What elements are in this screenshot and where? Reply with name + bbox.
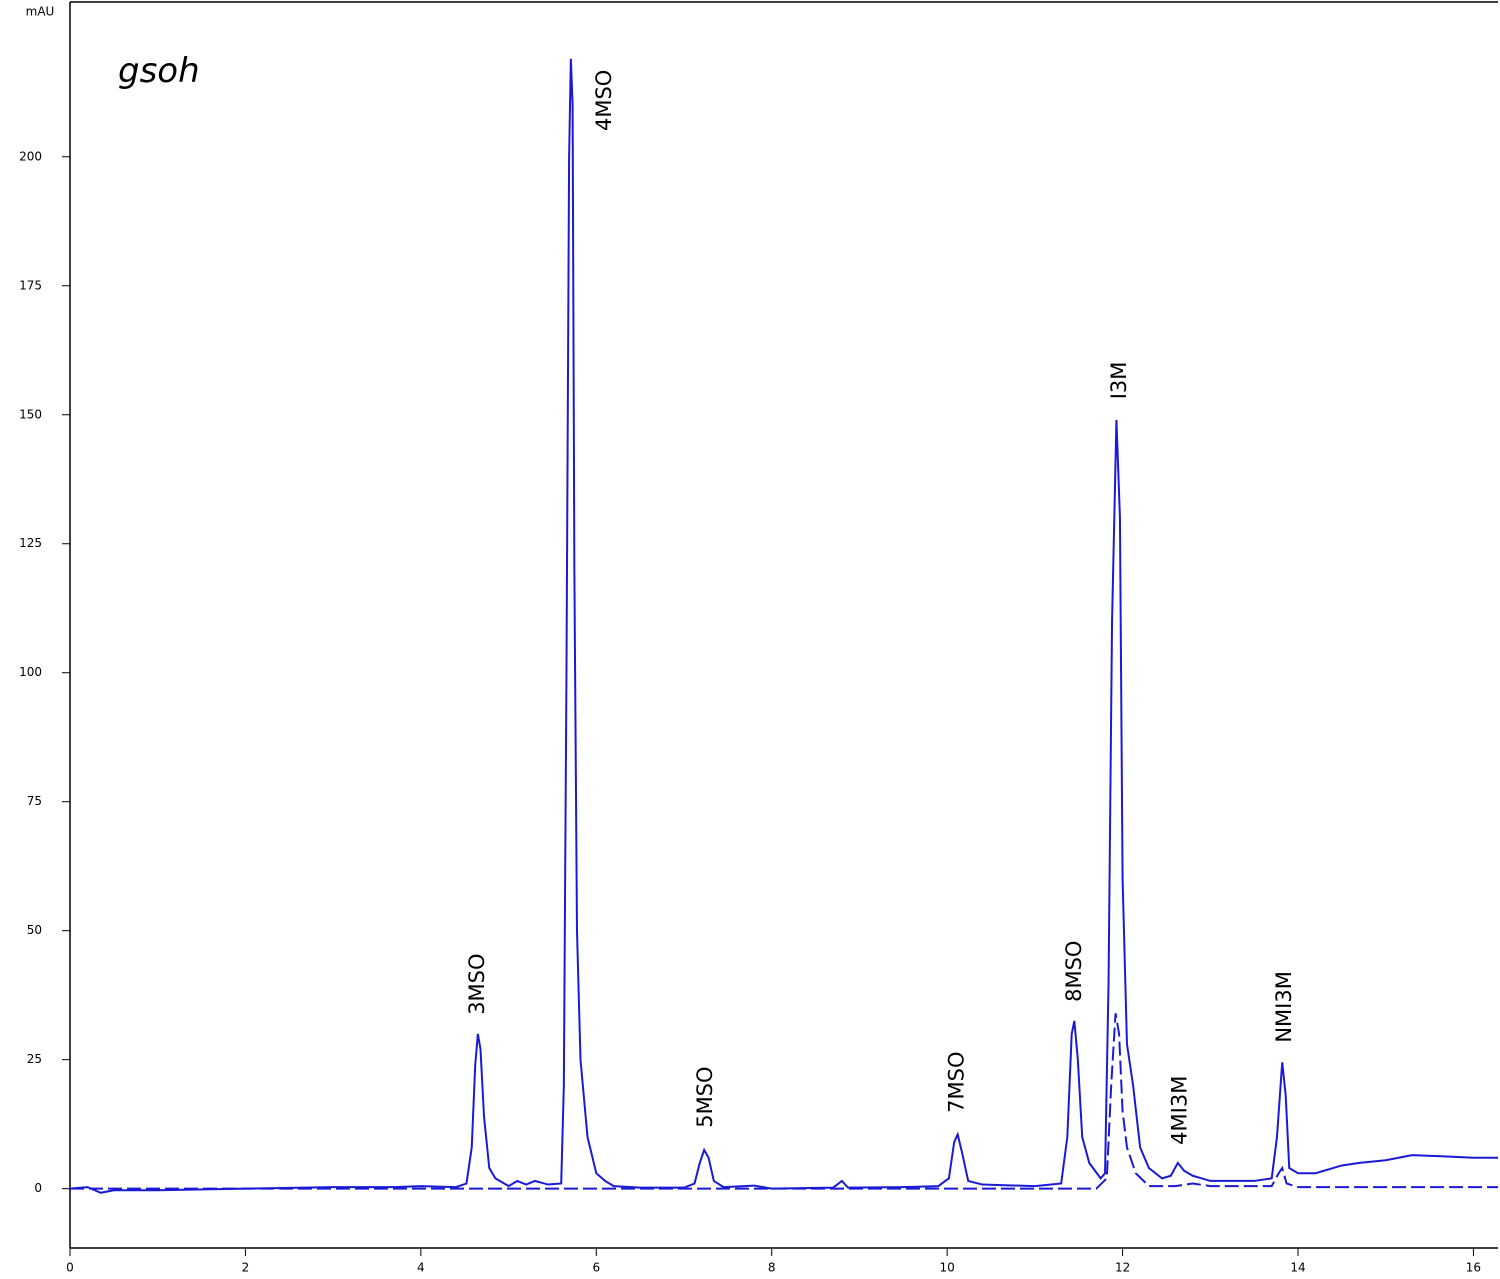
- y-tick-label: 75: [27, 794, 42, 808]
- y-tick-label: 0: [34, 1181, 42, 1195]
- peak-label: 3MSO: [465, 953, 489, 1014]
- x-tick-label: 4: [417, 1261, 425, 1275]
- y-tick-label: 150: [19, 407, 42, 421]
- y-tick-label: 125: [19, 536, 42, 550]
- y-axis-label: mAU: [26, 5, 55, 19]
- x-tick-label: 10: [940, 1261, 955, 1275]
- peak-label: NMI3M: [1272, 971, 1296, 1043]
- x-tick-label: 6: [592, 1261, 600, 1275]
- x-tick-label: 16: [1466, 1261, 1481, 1275]
- peak-label: 8MSO: [1062, 941, 1086, 1002]
- y-tick-label: 25: [27, 1052, 42, 1066]
- x-tick-label: 12: [1115, 1261, 1130, 1275]
- trace-line: [69, 58, 1498, 1194]
- x-tick-label: 2: [242, 1261, 250, 1275]
- peak-label: 7MSO: [945, 1051, 969, 1112]
- y-tick-label: 175: [19, 278, 42, 292]
- peak-label: I3M: [1107, 362, 1131, 400]
- y-tick-label: 100: [19, 665, 42, 679]
- x-tick-label: 14: [1290, 1261, 1305, 1275]
- chart-title: gsoh: [118, 51, 200, 91]
- peak-label: 5MSO: [693, 1066, 717, 1127]
- x-tick-label: 8: [768, 1261, 776, 1275]
- x-tick-label: 0: [66, 1261, 74, 1275]
- y-tick-label: 50: [27, 923, 42, 937]
- trace-line: [70, 1013, 1498, 1190]
- peak-label: 4MI3M: [1167, 1076, 1191, 1145]
- y-tick-label: 200: [19, 149, 42, 163]
- peak-label: 4MSO: [592, 70, 616, 131]
